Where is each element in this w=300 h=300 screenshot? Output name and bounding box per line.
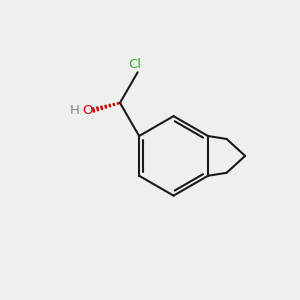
Text: Cl: Cl (128, 58, 141, 71)
Text: O: O (82, 104, 92, 117)
Text: H: H (70, 104, 80, 117)
